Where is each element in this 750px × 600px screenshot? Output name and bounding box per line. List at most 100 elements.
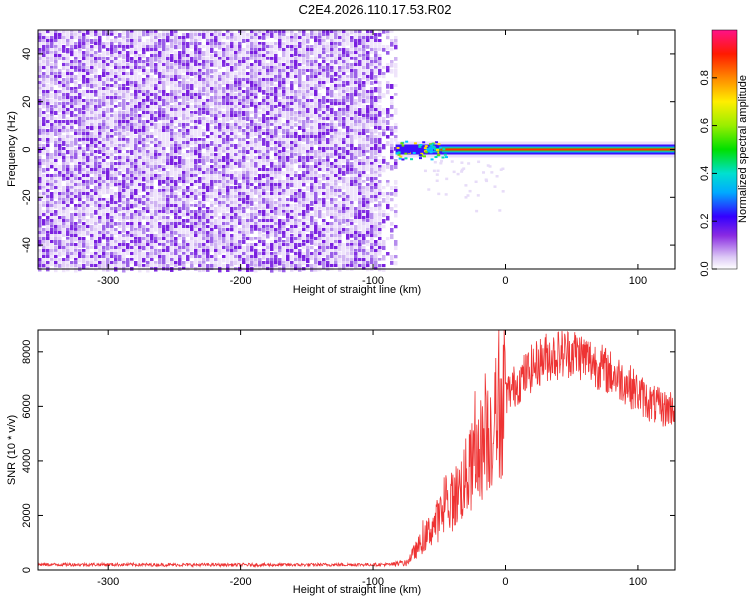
- noise-cell: [110, 144, 114, 148]
- noise-cell: [286, 117, 290, 123]
- noise-cell: [262, 57, 266, 62]
- noise-cell: [186, 102, 190, 107]
- noise-cell: [294, 264, 298, 270]
- noise-cell: [306, 204, 310, 209]
- noise-cell: [90, 177, 94, 182]
- noise-cell: [42, 210, 46, 215]
- noise-cell: [194, 75, 198, 79]
- noise-cell: [246, 108, 250, 112]
- noise-cell: [46, 42, 50, 46]
- noise-cell: [286, 135, 290, 140]
- noise-cell: [262, 213, 266, 217]
- noise-cell: [114, 216, 118, 220]
- noise-cell: [162, 147, 166, 152]
- noise-cell: [198, 93, 202, 99]
- noise-cell: [46, 249, 50, 254]
- noise-cell: [54, 147, 58, 152]
- noise-cell: [234, 192, 238, 198]
- noise-cell: [70, 198, 74, 201]
- noise-cell: [130, 150, 134, 156]
- noise-cell: [282, 129, 286, 135]
- noise-cell: [58, 231, 62, 237]
- noise-cell: [138, 252, 142, 257]
- noise-cell: [314, 123, 318, 128]
- noise-cell: [78, 132, 82, 137]
- noise-cell: [94, 33, 98, 38]
- noise-cell: [306, 132, 310, 138]
- noise-cell: [250, 189, 254, 195]
- noise-cell: [250, 156, 254, 161]
- noise-cell: [210, 114, 214, 118]
- noise-cell: [290, 141, 294, 146]
- noise-cell: [134, 201, 138, 206]
- noise-cell: [118, 234, 122, 239]
- noise-cell: [270, 75, 274, 81]
- noise-cell: [202, 162, 206, 166]
- noise-cell: [86, 102, 90, 108]
- noise-cell: [62, 168, 66, 173]
- noise-cell: [174, 213, 178, 216]
- noise-cell: [202, 231, 206, 235]
- noise-cell: [254, 66, 258, 71]
- noise-cell: [318, 132, 322, 136]
- noise-cell: [70, 225, 74, 231]
- noise-cell: [54, 57, 58, 61]
- noise-cell: [90, 51, 94, 55]
- noise-cell: [226, 45, 230, 49]
- noise-cell: [306, 90, 310, 94]
- noise-cell: [50, 222, 54, 226]
- noise-cell: [158, 192, 162, 197]
- noise-cell: [90, 132, 94, 137]
- noise-cell: [50, 195, 54, 199]
- noise-cell: [130, 162, 134, 167]
- noise-cell: [298, 204, 302, 208]
- noise-cell: [286, 150, 290, 155]
- noise-cell: [54, 240, 58, 246]
- noise-cell: [246, 243, 250, 247]
- noise-cell: [242, 75, 246, 80]
- noise-cell: [250, 195, 254, 199]
- noise-cell: [310, 99, 314, 103]
- noise-cell: [110, 210, 114, 216]
- noise-cell: [214, 60, 218, 66]
- noise-cell: [206, 252, 210, 258]
- noise-cell: [298, 168, 302, 171]
- noise-cell: [258, 84, 262, 90]
- noise-cell: [178, 147, 182, 150]
- noise-cell: [282, 249, 286, 253]
- noise-cell: [246, 204, 250, 209]
- noise-cell: [190, 105, 194, 110]
- noise-cell: [142, 258, 146, 263]
- noise-cell: [110, 51, 114, 55]
- noise-cell: [306, 63, 310, 68]
- noise-cell: [210, 246, 214, 250]
- noise-cell: [46, 219, 50, 222]
- noise-cell: [98, 45, 102, 49]
- noise-cell: [66, 105, 70, 110]
- noise-cell: [134, 75, 138, 79]
- noise-cell: [314, 225, 318, 230]
- noise-cell: [142, 264, 146, 267]
- noise-cell: [78, 150, 82, 156]
- noise-cell: [66, 126, 70, 132]
- noise-cell: [46, 54, 50, 59]
- noise-cell: [62, 174, 66, 179]
- noise-cell: [106, 90, 110, 95]
- noise-cell: [86, 204, 90, 209]
- noise-cell: [266, 132, 270, 136]
- noise-cell: [290, 159, 294, 165]
- noise-cell: [134, 54, 138, 59]
- noise-cell: [278, 252, 282, 255]
- noise-cell: [182, 264, 186, 269]
- noise-cell: [130, 75, 134, 79]
- noise-cell: [210, 111, 214, 117]
- noise-cell: [250, 42, 254, 47]
- noise-cell: [142, 216, 146, 220]
- noise-cell: [58, 168, 62, 171]
- noise-cell: [42, 180, 46, 185]
- noise-cell: [58, 150, 62, 156]
- noise-cell: [126, 207, 130, 212]
- noise-cell: [218, 99, 222, 103]
- noise-cell: [150, 252, 154, 257]
- noise-cell: [306, 165, 310, 170]
